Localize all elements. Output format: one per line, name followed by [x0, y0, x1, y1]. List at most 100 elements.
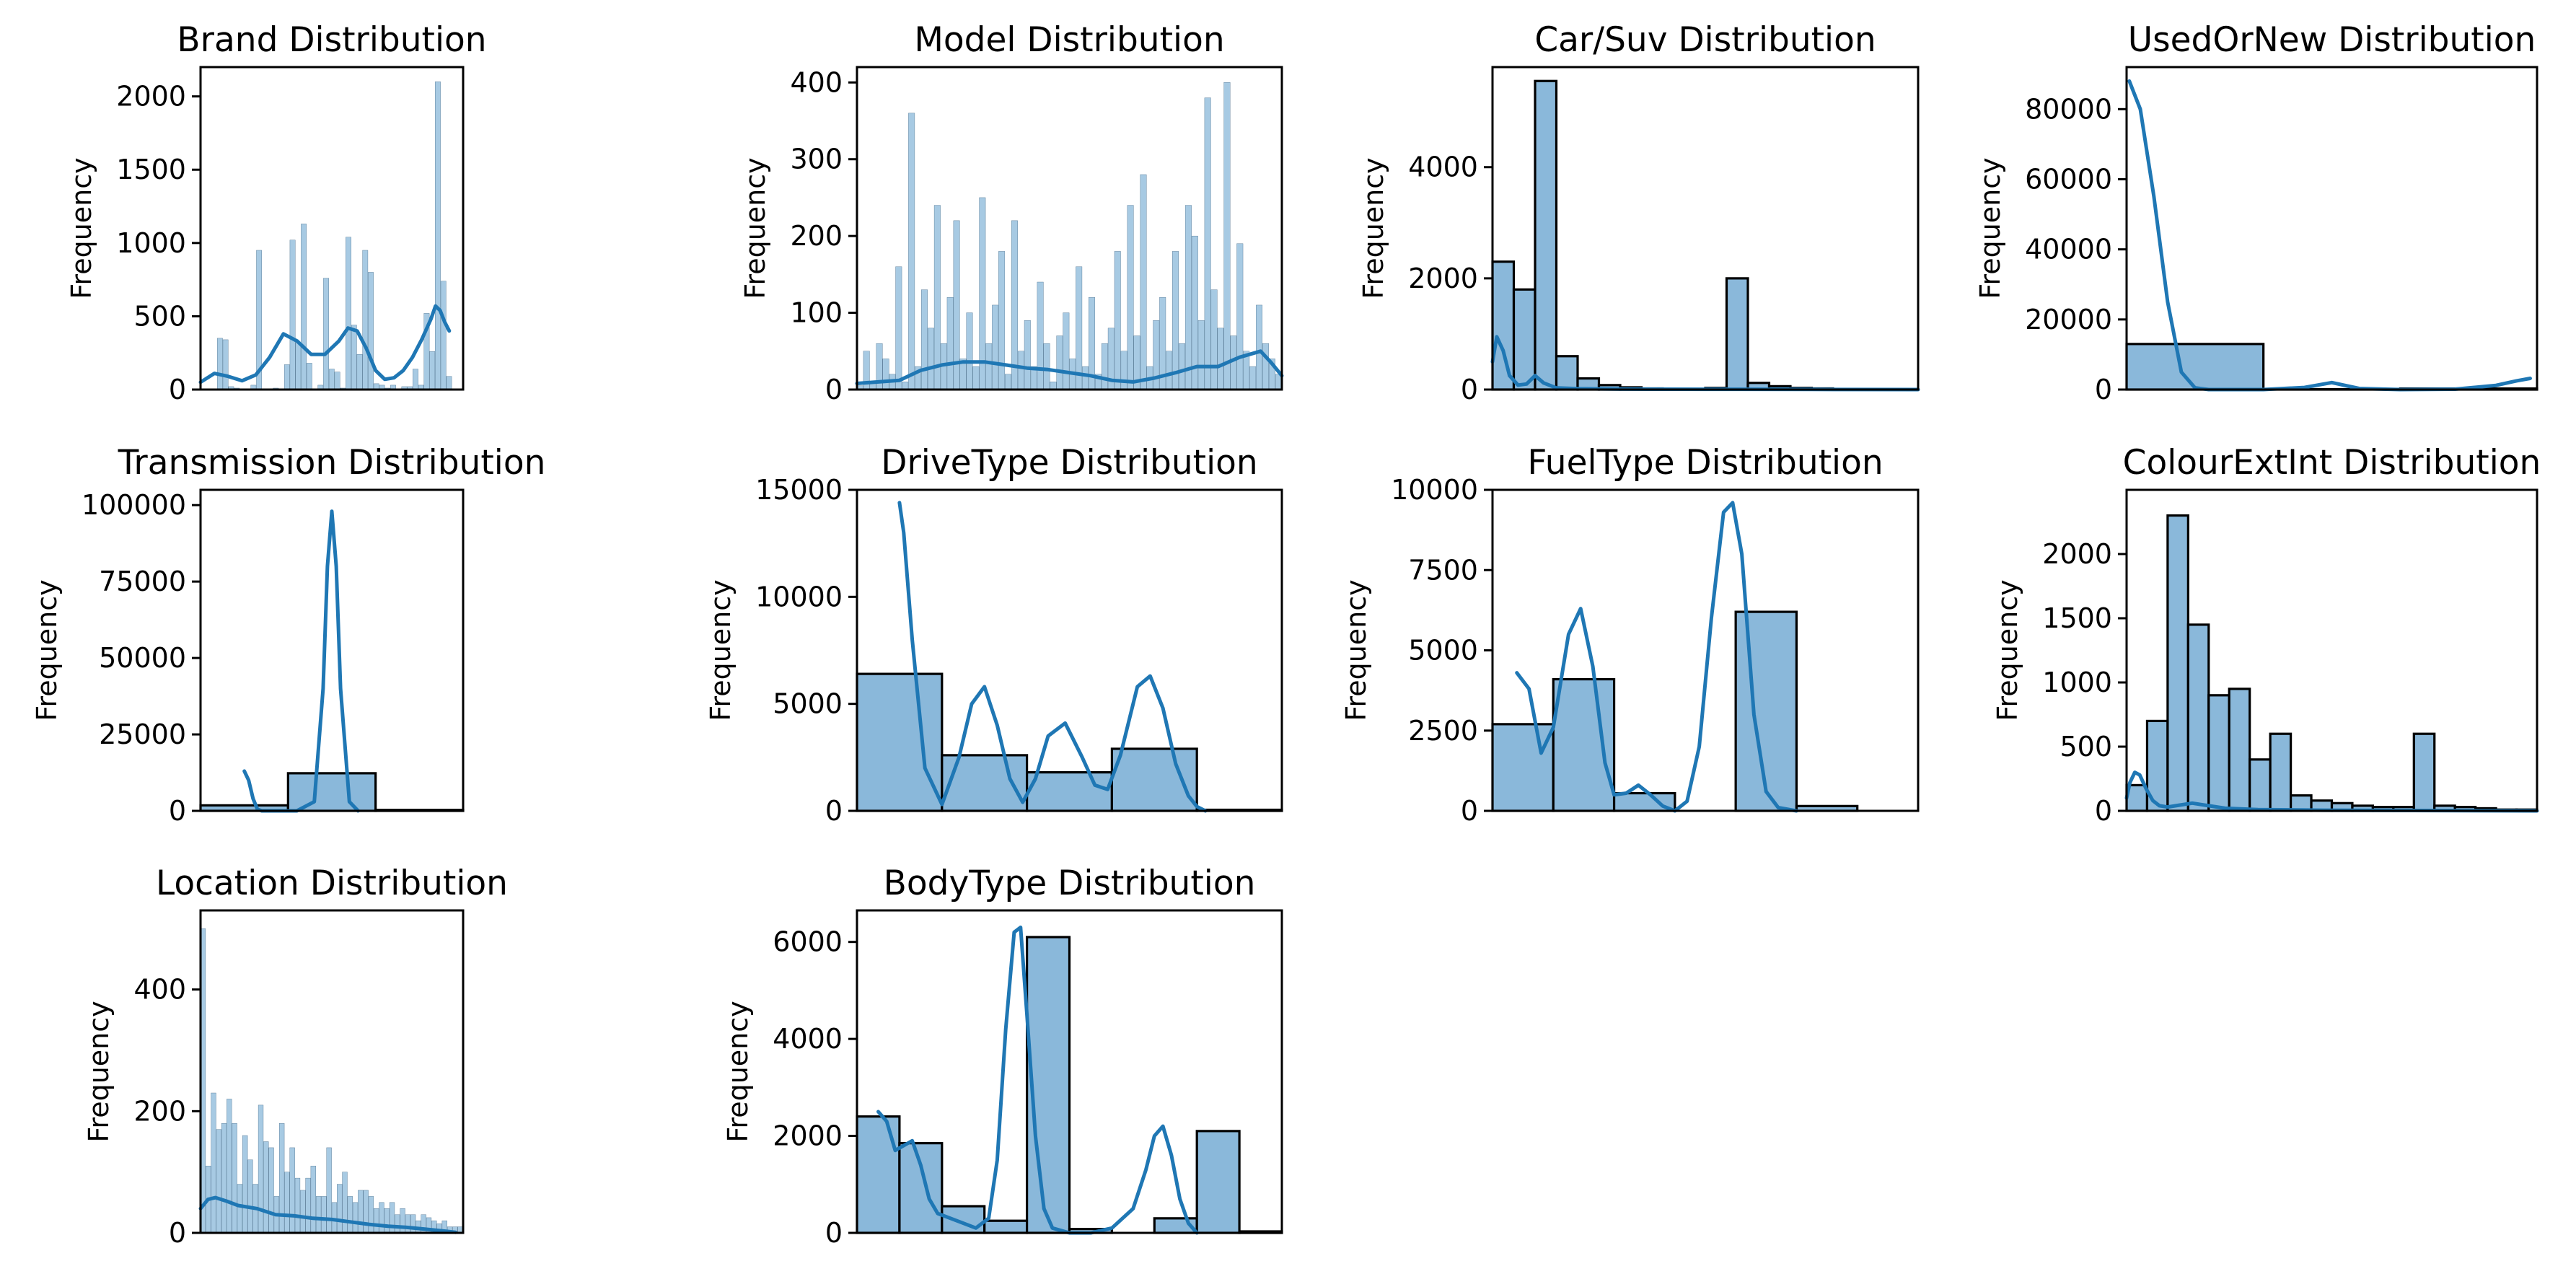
histogram-bar	[211, 1092, 216, 1234]
histogram-bar	[413, 369, 418, 390]
y-axis-label: Frequency	[739, 157, 771, 299]
histogram-bar	[2228, 687, 2251, 812]
histogram-bar	[921, 289, 928, 390]
histogram-bar	[346, 237, 351, 390]
kde-curve	[876, 926, 1199, 1235]
histogram-bar	[1256, 304, 1263, 390]
y-axis-label: Frequency	[66, 157, 97, 299]
histogram-bar	[283, 364, 290, 390]
histogram-bar	[286, 772, 377, 812]
y-tick-label: 50000	[99, 642, 186, 674]
histogram-bar	[902, 382, 909, 390]
histogram-bar	[310, 1166, 316, 1234]
axes-frame	[856, 909, 1283, 1234]
histogram-bar	[410, 1214, 416, 1234]
y-tick-label: 0	[169, 374, 186, 405]
histogram-bar	[440, 281, 447, 390]
axes-frame	[2125, 488, 2538, 812]
y-axis-label: Frequency	[1340, 579, 1372, 721]
y-axis-label: Frequency	[705, 579, 737, 721]
histogram-bar	[300, 1190, 306, 1234]
y-tick-label: 5000	[773, 688, 843, 720]
histogram-bar	[323, 278, 329, 390]
panel-transmission-distribution: 0 25000 50000 75000 100000 Transmission Distr…	[31, 443, 545, 827]
y-tick-label: 7500	[1408, 554, 1478, 586]
panel-title: Brand Distribution	[177, 20, 486, 60]
histogram-bar	[379, 1202, 384, 1234]
histogram-bar	[895, 266, 902, 390]
y-tick-label: 6000	[773, 926, 843, 958]
histogram-bar	[289, 1147, 295, 1234]
y-tick-label: 200	[790, 220, 843, 252]
y-tick-label: 1500	[116, 154, 186, 185]
histogram-bar	[305, 1177, 311, 1234]
histogram-bar	[328, 369, 335, 390]
kde-curve	[897, 501, 1208, 813]
histogram-bar	[1043, 343, 1050, 390]
histogram-bar	[908, 113, 915, 390]
histogram-bar	[1114, 251, 1121, 390]
axes-frame	[199, 488, 465, 812]
histogram-bar	[446, 376, 452, 390]
histogram-bar	[247, 1159, 253, 1234]
panel-title: Location Distribution	[156, 864, 508, 903]
panel-title: DriveType Distribution	[881, 443, 1257, 483]
y-tick-label: 10000	[755, 581, 843, 612]
y-tick-label: 100	[790, 297, 843, 329]
histogram-bar	[1725, 277, 1749, 391]
histogram-bar	[1217, 328, 1224, 390]
histogram-bar	[1172, 251, 1179, 390]
histogram-bar	[1197, 320, 1205, 390]
histogram-bar	[985, 343, 993, 390]
histogram-bar	[301, 224, 307, 390]
y-tick-label: 1500	[2042, 602, 2112, 634]
histogram-bar	[429, 351, 436, 390]
histogram-bar	[351, 325, 357, 390]
y-tick-label: 2000	[1408, 263, 1478, 294]
panel-car-suv-distribution: 0 2000 4000 Car/Suv Distribution Frequency	[1358, 20, 1920, 405]
y-tick-label: 25000	[99, 719, 186, 750]
y-tick-label: 0	[169, 795, 186, 827]
histogram-bar	[216, 1129, 221, 1234]
histogram-bar	[1204, 97, 1211, 390]
panel-fueltype-distribution: 0 2500 5000 7500 10000 FuelType Distribution F…	[1340, 443, 1920, 827]
histogram-bar	[342, 1172, 348, 1234]
histogram-bar	[1063, 312, 1070, 390]
y-tick-label: 10000	[1391, 474, 1478, 506]
panel-title: Model Distribution	[914, 20, 1224, 60]
histogram-bar	[992, 304, 999, 390]
histogram-bar	[1210, 289, 1218, 390]
y-tick-label: 2500	[1408, 715, 1478, 747]
y-tick-label: 200	[133, 1095, 186, 1127]
axes-frame	[856, 488, 1283, 812]
histogram-bar	[1076, 266, 1083, 390]
histogram-bar	[227, 1099, 232, 1234]
panel-title: ColourExtInt Distribution	[2123, 443, 2541, 483]
y-tick-label: 0	[825, 374, 843, 405]
histogram-bar	[362, 250, 369, 390]
y-tick-label: 1000	[2042, 667, 2112, 698]
histogram-bar	[368, 272, 374, 390]
histogram-bar	[1140, 174, 1147, 390]
y-tick-label: 0	[2095, 795, 2112, 827]
panel-title: BodyType Distribution	[884, 864, 1256, 903]
histogram-bar	[232, 1123, 237, 1234]
histogram-bar	[1110, 747, 1198, 812]
histogram-bar	[2166, 514, 2189, 812]
y-tick-label: 40000	[2025, 234, 2112, 265]
y-axis-label: Frequency	[83, 1001, 115, 1142]
y-tick-label: 0	[1461, 374, 1478, 405]
panel-title: Car/Suv Distribution	[1534, 20, 1876, 60]
histogram-bar	[321, 1196, 327, 1234]
histogram-bar	[898, 1142, 944, 1234]
y-tick-label: 500	[2060, 731, 2112, 763]
y-tick-label: 20000	[2025, 304, 2112, 335]
histogram-bar	[2207, 694, 2230, 812]
histogram-bar	[435, 82, 441, 390]
panel-model-distribution: 0 100 200 300 400 Model Distribution Frequency	[739, 20, 1284, 405]
histogram-bar	[1491, 723, 1555, 812]
histogram-bar	[1025, 770, 1113, 812]
histogram-bar	[405, 1214, 410, 1234]
histogram-bar	[2186, 623, 2210, 812]
histogram-bar	[1056, 335, 1063, 390]
